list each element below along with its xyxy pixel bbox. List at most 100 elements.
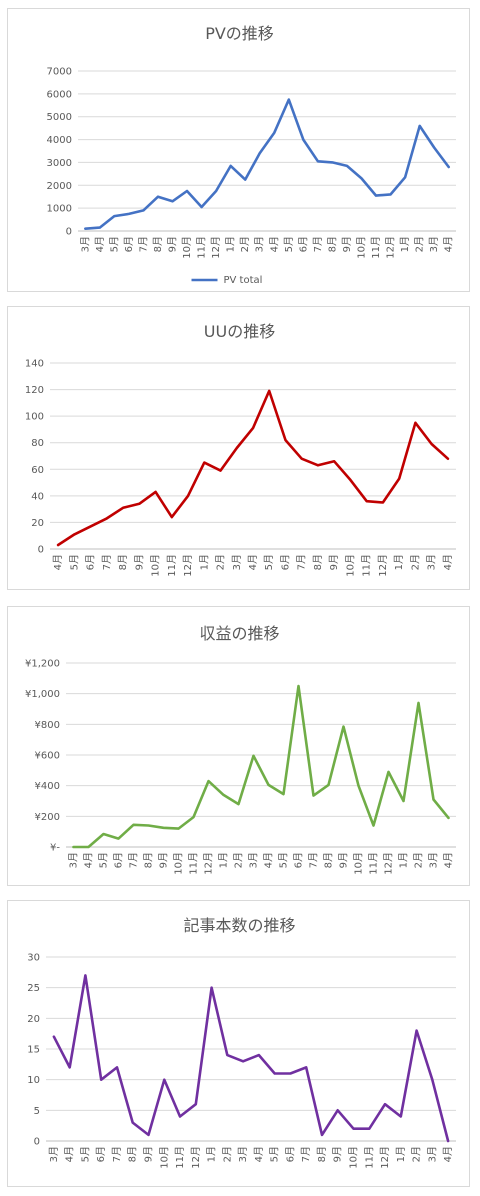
x-tick-label: 7月 xyxy=(128,852,140,868)
y-tick-label: ¥- xyxy=(50,843,60,854)
x-tick-label: 2月 xyxy=(411,1146,423,1162)
y-tick-label: 60 xyxy=(31,465,44,476)
x-tick-label: 2月 xyxy=(409,554,421,570)
x-tick-label: 5月 xyxy=(108,236,120,252)
x-tick-label: 2月 xyxy=(221,1146,233,1162)
x-tick-label: 4月 xyxy=(443,852,455,868)
chart-title: PVの推移 xyxy=(205,24,274,43)
x-tick-label: 3月 xyxy=(79,236,91,252)
x-tick-label: 12月 xyxy=(377,554,389,577)
x-tick-label: 8月 xyxy=(152,236,164,252)
x-tick-label: 5月 xyxy=(68,554,80,570)
x-tick-label: 12月 xyxy=(210,236,222,259)
y-tick-label: 4000 xyxy=(47,135,72,146)
y-tick-label: 30 xyxy=(27,953,40,964)
x-tick-label: 7月 xyxy=(308,852,320,868)
x-tick-label: 1月 xyxy=(399,236,411,252)
x-tick-label: 12月 xyxy=(379,1146,391,1169)
y-tick-label: 3000 xyxy=(47,158,72,169)
x-tick-label: 1月 xyxy=(225,236,237,252)
x-tick-label: 6月 xyxy=(85,554,97,570)
x-tick-label: 3月 xyxy=(428,236,440,252)
y-tick-label: 100 xyxy=(25,412,44,423)
x-tick-label: 5月 xyxy=(283,236,295,252)
uu-chart-panel: UUの推移 0 20 40 60 80 100 120 140 4月 5月 6月 7月 8月 9月 10月 11… xyxy=(7,306,470,590)
x-tick-label: 8月 xyxy=(127,1146,139,1162)
x-tick-label: 3月 xyxy=(68,852,80,868)
y-tick-label: 2000 xyxy=(47,181,72,192)
y-tick-label: 5000 xyxy=(47,112,72,123)
x-tick-label: 12月 xyxy=(190,1146,202,1169)
x-tick-label: 10月 xyxy=(344,554,356,577)
x-tick-label: 1月 xyxy=(393,554,405,570)
x-tick-label: 6月 xyxy=(293,852,305,868)
y-tick-label: 40 xyxy=(31,491,44,502)
x-tick-label: 2月 xyxy=(233,852,245,868)
x-tick-label: 4月 xyxy=(443,236,455,252)
x-tick-label: 8月 xyxy=(323,852,335,868)
x-tick-label: 10月 xyxy=(356,236,368,259)
x-tick-label: 6月 xyxy=(113,852,125,868)
x-tick-label: 2月 xyxy=(413,852,425,868)
x-tick-label: 3月 xyxy=(426,1146,438,1162)
x-tick-label: 1月 xyxy=(218,852,230,868)
x-tick-label: 8月 xyxy=(143,852,155,868)
y-tick-label: ¥800 xyxy=(35,720,60,731)
x-tick-label: 9月 xyxy=(158,852,170,868)
x-tick-label: 3月 xyxy=(428,852,440,868)
y-tick-label: ¥600 xyxy=(35,751,60,762)
x-tick-label: 12月 xyxy=(182,554,194,577)
x-tick-label: 8月 xyxy=(312,554,324,570)
y-tick-label: 5 xyxy=(34,1106,40,1117)
x-tick-label: 11月 xyxy=(188,852,200,875)
y-tick-label: 7000 xyxy=(47,67,72,78)
x-tick-label: 4月 xyxy=(253,1146,265,1162)
series-line xyxy=(56,389,450,547)
x-tick-label: 6月 xyxy=(95,1146,107,1162)
x-tick-label: 10月 xyxy=(181,236,193,259)
chart-title: 収益の推移 xyxy=(199,624,279,643)
x-tick-label: 4月 xyxy=(83,852,95,868)
y-tick-label: ¥1,200 xyxy=(25,659,60,670)
x-tick-label: 9月 xyxy=(338,852,350,868)
x-tick-label: 6月 xyxy=(284,1146,296,1162)
x-tick-label: 6月 xyxy=(279,554,291,570)
series-line xyxy=(72,684,450,849)
x-tick-label: 8月 xyxy=(316,1146,328,1162)
x-tick-label: 4月 xyxy=(263,852,275,868)
y-tick-label: 1000 xyxy=(47,204,72,215)
x-tick-label: 3月 xyxy=(48,1146,60,1162)
y-tick-label: 140 xyxy=(25,359,44,370)
x-tick-label: 10月 xyxy=(353,852,365,875)
y-tick-label: 15 xyxy=(27,1045,40,1056)
x-tick-label: 11月 xyxy=(370,236,382,259)
x-tick-label: 7月 xyxy=(111,1146,123,1162)
x-tick-label: 7月 xyxy=(137,236,149,252)
x-tick-label: 10月 xyxy=(173,852,185,875)
x-tick-label: 7月 xyxy=(300,1146,312,1162)
y-tick-label: ¥200 xyxy=(35,812,60,823)
y-tick-label: 0 xyxy=(38,545,44,556)
x-tick-label: 12月 xyxy=(383,852,395,875)
x-tick-label: 11月 xyxy=(166,554,178,577)
y-tick-label: 0 xyxy=(66,227,72,238)
x-tick-label: 10月 xyxy=(150,554,162,577)
x-tick-label: 10月 xyxy=(348,1146,360,1169)
series-line xyxy=(52,974,450,1143)
x-tick-label: 3月 xyxy=(248,852,260,868)
x-tick-label: 5月 xyxy=(263,554,275,570)
x-tick-label: 11月 xyxy=(368,852,380,875)
x-tick-label: 11月 xyxy=(363,1146,375,1169)
x-tick-label: 8月 xyxy=(117,554,129,570)
x-tick-label: 5月 xyxy=(79,1146,91,1162)
x-tick-label: 9月 xyxy=(332,1146,344,1162)
y-tick-label: ¥400 xyxy=(35,781,60,792)
x-tick-label: 4月 xyxy=(247,554,259,570)
chart-title: 記事本数の推移 xyxy=(183,916,295,935)
x-tick-label: 4月 xyxy=(94,236,106,252)
x-tick-label: 3月 xyxy=(237,1146,249,1162)
x-tick-label: 9月 xyxy=(341,236,353,252)
